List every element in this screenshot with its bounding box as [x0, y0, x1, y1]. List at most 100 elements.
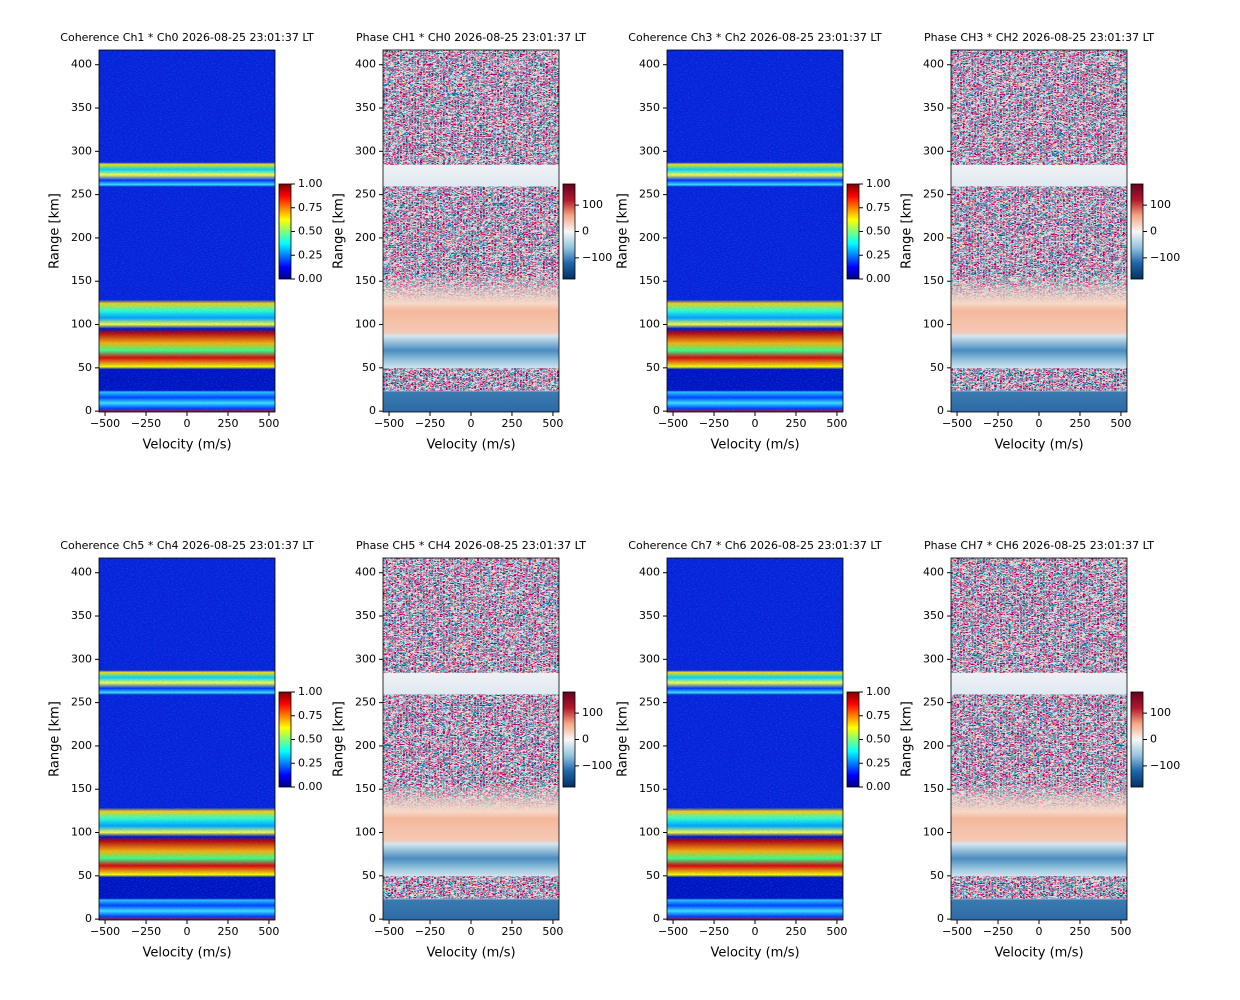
colorbar: [846, 691, 860, 788]
y-tick-label: 50: [362, 869, 376, 882]
y-tick-label: 250: [71, 696, 92, 709]
y-tick-label: 400: [355, 58, 376, 71]
y-tick-label: 50: [646, 361, 660, 374]
colorbar-tick-label: 0: [1150, 225, 1157, 238]
panel-title: Phase CH5 * CH4 2026-08-25 23:01:37 LT: [356, 539, 586, 552]
x-tick-label: −250: [699, 417, 729, 430]
x-tick-label: 0: [184, 925, 191, 938]
y-tick-label: 100: [71, 318, 92, 331]
heatmap-noise: [383, 50, 559, 412]
y-tick-label: 400: [639, 566, 660, 579]
colorbar-tick-label: 1.00: [866, 685, 891, 698]
y-tick-label: 300: [355, 144, 376, 157]
colorbar-tick-label: −100: [582, 251, 612, 264]
heatmap-noise: [667, 50, 843, 412]
y-tick-label: 150: [355, 782, 376, 795]
colorbar-tick-label: 0.25: [866, 248, 891, 261]
x-axis-label: Velocity (m/s): [994, 438, 1083, 453]
x-tick-label: −500: [90, 925, 120, 938]
panel-title: Phase CH3 * CH2 2026-08-25 23:01:37 LT: [924, 31, 1154, 44]
colorbar-tick-label: 0.50: [866, 225, 891, 238]
y-tick-label: 250: [923, 188, 944, 201]
colorbar-tick-label: 0.75: [866, 709, 891, 722]
x-tick-label: −500: [374, 925, 404, 938]
x-tick-label: −500: [90, 417, 120, 430]
y-tick-label: 150: [639, 274, 660, 287]
y-tick-label: 250: [71, 188, 92, 201]
colorbar-tick-label: 0.25: [866, 756, 891, 769]
colorbar-tick-label: 0: [582, 225, 589, 238]
colorbar-tick-label: 0.75: [298, 201, 323, 214]
y-tick-label: 200: [355, 739, 376, 752]
x-tick-label: 500: [826, 417, 847, 430]
colorbar-tick-label: 0.00: [866, 780, 891, 793]
colorbar: [1130, 183, 1144, 280]
colorbar-tick-label: 100: [582, 706, 603, 719]
colorbar-tick-label: 100: [1150, 706, 1171, 719]
x-tick-label: 0: [468, 417, 475, 430]
panel: Phase CH3 * CH2 2026-08-25 23:01:37 LT −5…: [900, 31, 1181, 453]
y-tick-label: 0: [369, 912, 376, 925]
panel-title: Phase CH7 * CH6 2026-08-25 23:01:37 LT: [924, 539, 1154, 552]
y-tick-label: 300: [71, 652, 92, 665]
colorbar-tick-label: −100: [1150, 251, 1180, 264]
colorbar: [562, 183, 576, 280]
colorbar-tick-label: 1.00: [298, 177, 323, 190]
panel-title: Coherence Ch1 * Ch0 2026-08-25 23:01:37 …: [60, 31, 314, 44]
y-tick-label: 250: [639, 188, 660, 201]
y-tick-label: 350: [639, 101, 660, 114]
colorbar-tick-label: 1.00: [298, 685, 323, 698]
panel-title: Coherence Ch7 * Ch6 2026-08-25 23:01:37 …: [628, 539, 882, 552]
colorbar-tick-label: 0: [1150, 733, 1157, 746]
panel: Phase CH1 * CH0 2026-08-25 23:01:37 LT −5…: [332, 31, 613, 453]
y-tick-label: 300: [923, 652, 944, 665]
x-axis-label: Velocity (m/s): [426, 438, 515, 453]
panel: Coherence Ch5 * Ch4 2026-08-25 23:01:37 …: [48, 539, 323, 961]
y-tick-label: 350: [71, 609, 92, 622]
y-tick-label: 50: [930, 361, 944, 374]
heatmap-noise: [951, 50, 1127, 412]
y-tick-label: 350: [355, 609, 376, 622]
x-tick-label: 250: [1069, 417, 1090, 430]
y-tick-label: 400: [639, 58, 660, 71]
colorbar-tick-label: 0.25: [298, 756, 323, 769]
y-tick-label: 0: [369, 404, 376, 417]
y-axis-label: Range [km]: [616, 701, 631, 777]
colorbar-tick-label: 0.50: [298, 225, 323, 238]
colorbar-tick-label: 0.00: [866, 272, 891, 285]
x-tick-label: 0: [1036, 925, 1043, 938]
y-tick-label: 100: [355, 318, 376, 331]
panel: Coherence Ch7 * Ch6 2026-08-25 23:01:37 …: [616, 539, 891, 961]
colorbar-tick-label: 0: [582, 733, 589, 746]
y-tick-label: 250: [355, 696, 376, 709]
x-tick-label: 250: [217, 925, 238, 938]
y-tick-label: 0: [85, 404, 92, 417]
heatmap-noise: [667, 558, 843, 920]
y-tick-label: 150: [71, 274, 92, 287]
y-tick-label: 50: [930, 869, 944, 882]
y-tick-label: 200: [639, 739, 660, 752]
y-tick-label: 300: [355, 652, 376, 665]
y-axis-label: Range [km]: [48, 701, 63, 777]
y-axis-label: Range [km]: [332, 193, 347, 269]
y-tick-label: 200: [639, 231, 660, 244]
x-tick-label: −250: [699, 925, 729, 938]
colorbar-tick-label: 100: [582, 198, 603, 211]
panel: Coherence Ch3 * Ch2 2026-08-25 23:01:37 …: [616, 31, 891, 453]
panel-title: Coherence Ch5 * Ch4 2026-08-25 23:01:37 …: [60, 539, 314, 552]
x-tick-label: −500: [658, 925, 688, 938]
y-tick-label: 150: [639, 782, 660, 795]
y-tick-label: 100: [355, 826, 376, 839]
y-tick-label: 200: [71, 231, 92, 244]
x-tick-label: 0: [1036, 417, 1043, 430]
x-tick-label: −500: [374, 417, 404, 430]
x-tick-label: 250: [1069, 925, 1090, 938]
colorbar: [278, 691, 292, 788]
x-tick-label: −250: [983, 925, 1013, 938]
x-tick-label: −250: [983, 417, 1013, 430]
y-axis-label: Range [km]: [48, 193, 63, 269]
y-axis-label: Range [km]: [616, 193, 631, 269]
y-tick-label: 50: [78, 361, 92, 374]
y-tick-label: 100: [639, 318, 660, 331]
y-tick-label: 150: [71, 782, 92, 795]
